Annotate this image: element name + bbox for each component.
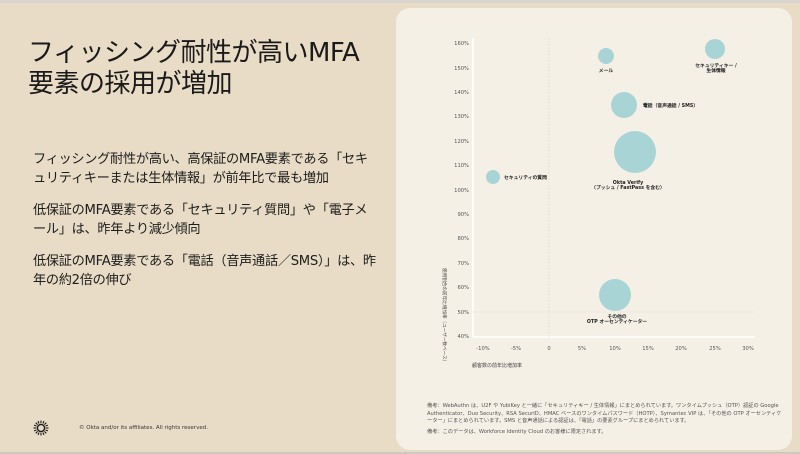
svg-text:120%: 120% xyxy=(454,139,469,145)
svg-text:50%: 50% xyxy=(457,310,469,316)
bubble-security-key[interactable] xyxy=(705,39,725,59)
svg-text:40%: 40% xyxy=(457,334,469,340)
bullet-item: 低保証のMFA要素である「電話（音声通話／SMS）」は、昨年の約2倍の伸び xyxy=(33,254,376,288)
bubble-label-phone: 電話（音声通話 / SMS） xyxy=(643,102,698,109)
bullet-item: フィッシング耐性が高い、高保証のMFA要素である「セキュリティキーまたは生体情報… xyxy=(33,152,368,186)
svg-text:20%: 20% xyxy=(675,346,687,352)
svg-text:30%: 30% xyxy=(742,346,754,352)
x-axis-title: 顧客数の前年比増加率 xyxy=(472,362,522,369)
bullet-item: 低保証のMFA要素である「セキュリティ質問」や「電子メール」は、昨年より減少傾向 xyxy=(33,203,368,237)
y-axis-title: 使用割合の前年比増加率（ユーザー数ベース） xyxy=(441,268,448,364)
bullet-list: フィッシング耐性が高い、高保証のMFA要素である「セキュリティキーまたは生体情報… xyxy=(33,150,378,303)
svg-text:130%: 130% xyxy=(454,114,469,120)
bubble-label-email: メール xyxy=(599,68,614,74)
svg-text:0: 0 xyxy=(547,346,550,352)
svg-text:100%: 100% xyxy=(454,188,469,194)
svg-text:80%: 80% xyxy=(457,236,469,242)
note-text: 備考：WebAuthn は、U2F や YubiKey と一緒に「セキュリティキ… xyxy=(427,403,782,425)
y-axis-ticks: 160% 150% 140% 130% 120% 110% 100% 90% 8… xyxy=(454,41,469,340)
bubble-email[interactable] xyxy=(598,48,614,64)
svg-text:25%: 25% xyxy=(709,346,721,352)
svg-text:70%: 70% xyxy=(457,261,469,267)
bubble-other-otp[interactable] xyxy=(599,279,631,311)
svg-text:110%: 110% xyxy=(454,163,469,169)
top-edge xyxy=(0,0,800,3)
svg-text:5%: 5% xyxy=(578,346,586,352)
svg-text:60%: 60% xyxy=(457,285,469,291)
chart-card xyxy=(396,8,792,450)
svg-text:90%: 90% xyxy=(457,212,469,218)
svg-text:15%: 15% xyxy=(642,346,654,352)
bubble-phone[interactable] xyxy=(611,92,637,118)
chart-notes: 備考：WebAuthn は、U2F や YubiKey と一緒に「セキュリティキ… xyxy=(427,403,782,439)
svg-text:140%: 140% xyxy=(454,90,469,96)
svg-text:150%: 150% xyxy=(454,66,469,72)
svg-text:160%: 160% xyxy=(454,41,469,47)
bubble-label-okta-verify: Okta Verify （プッシュ / FastPass を含む） xyxy=(591,180,665,191)
slide-title: フィッシング耐性が高いMFA要素の採用が増加 xyxy=(28,38,360,99)
bubble-security-question[interactable] xyxy=(486,170,500,184)
note-text: 備考：このデータは、Workforce Identity Cloud のお客様に… xyxy=(427,428,607,435)
bubble-label-security-question: セキュリティの質問 xyxy=(504,174,547,181)
bubble-label-other-otp: その他の OTP オーセンティケーター xyxy=(587,313,647,325)
copyright-text: © Okta and/or its affiliates. All rights… xyxy=(79,425,208,431)
svg-text:-5%: -5% xyxy=(511,346,521,352)
bubble-label-security-key: セキュリティキー /生体情報 xyxy=(695,63,737,74)
okta-sunburst-icon xyxy=(33,420,49,436)
bubble-okta-verify[interactable] xyxy=(614,131,656,173)
svg-text:10%: 10% xyxy=(609,346,621,352)
bottom-edge xyxy=(0,452,800,454)
svg-text:-10%: -10% xyxy=(476,346,489,352)
x-axis-ticks: -10% -5% 0 5% 10% 15% 20% 25% 30% xyxy=(476,346,754,352)
